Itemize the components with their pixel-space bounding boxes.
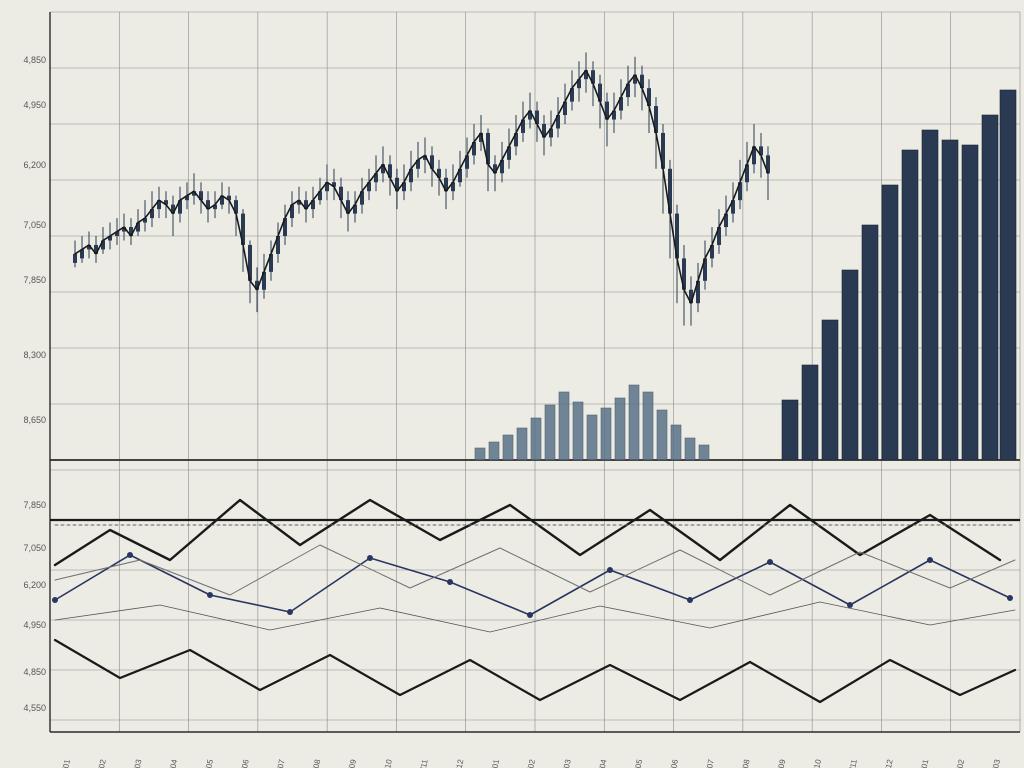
- y-axis-label: 7,850: [23, 275, 46, 285]
- volume-bar: [489, 442, 499, 460]
- indicator-marker: [447, 579, 453, 585]
- y-axis-label: 4,550: [23, 703, 46, 713]
- y-axis-label: 4,950: [23, 100, 46, 110]
- y-axis-label: 7,850: [23, 500, 46, 510]
- volume-bar: [615, 398, 625, 460]
- y-axis-label: 4,850: [23, 55, 46, 65]
- y-axis-label: 6,200: [23, 580, 46, 590]
- histogram-bar: [962, 145, 978, 460]
- financial-chart: 4,850 4,950 6,200 7,050 7,850 8,300 8,650 7,850…: [0, 0, 1024, 768]
- y-axis-label: 4,950: [23, 620, 46, 630]
- indicator-marker: [847, 602, 853, 608]
- volume-bar: [587, 415, 597, 460]
- volume-bar: [657, 410, 667, 460]
- indicator-marker: [927, 557, 933, 563]
- y-axis-label: 7,050: [23, 220, 46, 230]
- volume-bar: [643, 392, 653, 460]
- y-axis-label: 4,850: [23, 667, 46, 677]
- y-axis-label: 6,200: [23, 160, 46, 170]
- indicator-marker: [607, 567, 613, 573]
- ohlc-body: [73, 254, 77, 263]
- volume-bar: [503, 435, 513, 460]
- y-axis-label: 8,650: [23, 415, 46, 425]
- volume-bar: [699, 445, 709, 460]
- volume-bar: [685, 438, 695, 460]
- indicator-marker: [127, 552, 133, 558]
- volume-bar: [517, 428, 527, 460]
- volume-bar: [629, 385, 639, 460]
- indicator-marker: [287, 609, 293, 615]
- volume-bar: [531, 418, 541, 460]
- histogram-bar: [822, 320, 838, 460]
- histogram-bar: [882, 185, 898, 460]
- volume-bar: [545, 405, 555, 460]
- volume-bar: [601, 408, 611, 460]
- indicator-marker: [767, 559, 773, 565]
- volume-bar: [671, 425, 681, 460]
- volume-bar: [559, 392, 569, 460]
- histogram-bar: [922, 130, 938, 460]
- volume-bar: [573, 402, 583, 460]
- y-axis-label: 7,050: [23, 543, 46, 553]
- histogram-bar: [902, 150, 918, 460]
- histogram-bar: [1000, 90, 1016, 460]
- volume-bar: [475, 448, 485, 460]
- chart-svg: 4,850 4,950 6,200 7,050 7,850 8,300 8,650 7,850…: [0, 0, 1024, 768]
- indicator-marker: [367, 555, 373, 561]
- indicator-marker: [527, 612, 533, 618]
- y-axis-label: 8,300: [23, 350, 46, 360]
- histogram-bar: [862, 225, 878, 460]
- indicator-marker: [207, 592, 213, 598]
- histogram-bar: [842, 270, 858, 460]
- histogram-bar: [942, 140, 958, 460]
- indicator-marker: [52, 597, 58, 603]
- histogram-bar: [782, 400, 798, 460]
- histogram-bar: [802, 365, 818, 460]
- indicator-marker: [687, 597, 693, 603]
- histogram-bar: [982, 115, 998, 460]
- indicator-marker: [1007, 595, 1013, 601]
